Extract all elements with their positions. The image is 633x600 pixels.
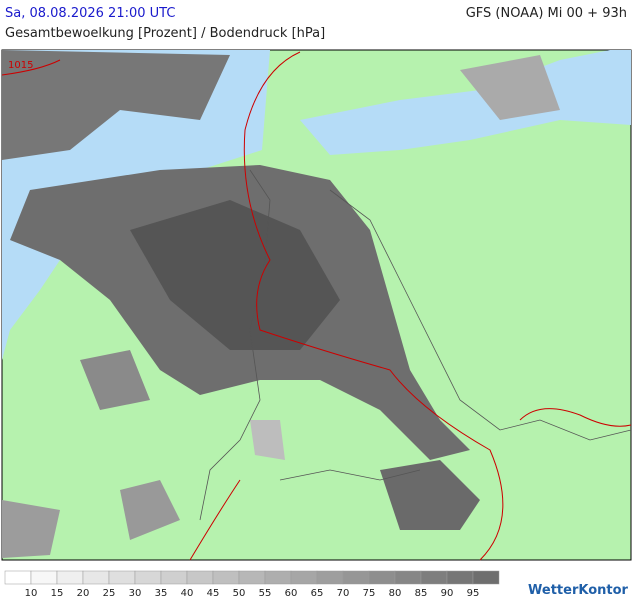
legend-box: [160, 570, 188, 585]
legend-tick-label: 45: [207, 588, 220, 599]
legend-box: [212, 570, 240, 585]
isobars: [1, 51, 632, 561]
legend-box: [82, 570, 110, 585]
legend-tick-label: 20: [77, 588, 90, 599]
legend-box: [108, 570, 136, 585]
subtitle: Gesamtbewoelkung [Prozent] / Bodendruck …: [5, 26, 326, 41]
legend-box: [264, 570, 292, 585]
logo: WetterKontor: [528, 583, 629, 598]
legend-box: [134, 570, 162, 585]
legend-box: [342, 570, 370, 585]
legend-box: [290, 570, 318, 585]
legend-tick-label: 95: [467, 588, 480, 599]
legend-box: [394, 570, 422, 585]
legend-box: [368, 570, 396, 585]
legend-tick-label: 50: [233, 588, 246, 599]
legend-tick-label: 65: [311, 588, 324, 599]
legend-tick-label: 15: [51, 588, 64, 599]
legend-tick-label: 85: [415, 588, 428, 599]
legend-tick-label: 70: [337, 588, 350, 599]
legend-box: [446, 570, 474, 585]
legend-tick-label: 90: [441, 588, 454, 599]
legend-tick-label: 10: [25, 588, 38, 599]
legend-tick-label: 25: [103, 588, 116, 599]
legend-tick-label: 35: [155, 588, 168, 599]
legend-box: [472, 570, 500, 585]
legend-box: [30, 570, 58, 585]
clouds: [2, 50, 560, 558]
model: GFS (NOAA) Mi 00 + 93h: [465, 6, 627, 21]
legend-box: [4, 570, 32, 585]
legend-box: [238, 570, 266, 585]
legend-tick-label: 40: [181, 588, 194, 599]
legend-tick-label: 60: [285, 588, 298, 599]
isobar-label: 1015: [8, 60, 33, 71]
legend-box: [56, 570, 84, 585]
datetime: Sa, 08.08.2026 21:00 UTC: [5, 6, 176, 21]
legend-tick-label: 30: [129, 588, 142, 599]
legend-tick-label: 75: [363, 588, 376, 599]
legend-tick-label: 80: [389, 588, 402, 599]
borders: [199, 169, 632, 521]
legend-box: [316, 570, 344, 585]
legend-tick-label: 55: [259, 588, 272, 599]
legend-box: [186, 570, 214, 585]
legend: 10 15 20 25 30 35 40 45 50 55 60 65 70 75 80 85 90 95: [4, 570, 500, 599]
legend-box: [420, 570, 448, 585]
